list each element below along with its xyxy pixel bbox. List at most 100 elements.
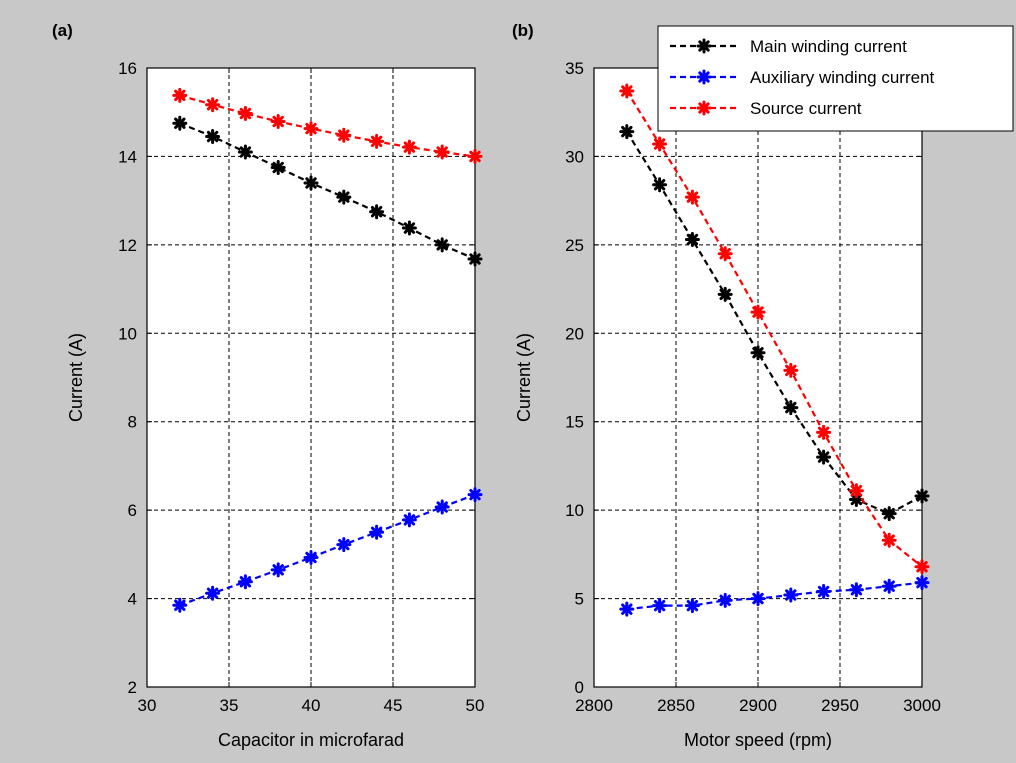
data-point — [205, 129, 221, 145]
data-point — [652, 177, 668, 193]
data-point — [717, 286, 733, 302]
y-tick-label: 14 — [118, 147, 137, 166]
data-point — [467, 148, 483, 164]
y-tick-label: 16 — [118, 59, 137, 78]
data-point — [619, 601, 635, 617]
x-tick-label: 2900 — [739, 696, 777, 715]
data-point — [401, 220, 417, 236]
data-point — [172, 87, 188, 103]
series-line-2 — [625, 90, 923, 568]
x-axis-title: Capacitor in microfarad — [218, 730, 404, 750]
legend-marker — [696, 38, 712, 54]
data-point — [914, 559, 930, 575]
y-tick-label: 10 — [565, 501, 584, 520]
data-point — [270, 562, 286, 578]
data-point — [369, 524, 385, 540]
x-tick-label: 40 — [302, 696, 321, 715]
y-tick-label: 2 — [128, 678, 137, 697]
data-point — [881, 506, 897, 522]
y-tick-label: 15 — [565, 413, 584, 432]
series-line-0 — [179, 122, 476, 261]
data-point — [303, 175, 319, 191]
x-tick-label: 30 — [138, 696, 157, 715]
data-point — [750, 591, 766, 607]
data-point — [336, 537, 352, 553]
chart-panel-a: 30 35 40 45 50 2 4 6 8 10 12 14 16 Capacitor in micro… — [52, 21, 484, 750]
panel-label: (b) — [512, 21, 534, 40]
data-point — [684, 598, 700, 614]
data-point — [336, 127, 352, 143]
data-point — [467, 487, 483, 503]
data-point — [914, 575, 930, 591]
x-tick-label: 2850 — [657, 696, 695, 715]
y-tick-label: 12 — [118, 236, 137, 255]
legend-box — [657, 25, 1014, 132]
data-point — [205, 97, 221, 113]
data-point — [652, 598, 668, 614]
data-point — [401, 139, 417, 155]
data-point — [816, 449, 832, 465]
x-tick-label: 35 — [220, 696, 239, 715]
legend-marker — [696, 69, 712, 85]
data-point — [237, 574, 253, 590]
data-point — [816, 424, 832, 440]
data-point — [401, 512, 417, 528]
data-point — [652, 136, 668, 152]
data-point — [369, 204, 385, 220]
data-point — [816, 583, 832, 599]
y-axis-title: Current (A) — [514, 333, 534, 422]
x-axis-title: Motor speed (rpm) — [684, 730, 832, 750]
series-line-1 — [179, 493, 476, 607]
x-tick-label: 45 — [384, 696, 403, 715]
y-axis-title: Current (A) — [66, 333, 86, 422]
data-point — [881, 578, 897, 594]
data-point — [783, 362, 799, 378]
data-point — [848, 582, 864, 598]
data-point — [783, 587, 799, 603]
x-tick-label: 2800 — [575, 696, 613, 715]
y-tick-label: 8 — [128, 413, 137, 432]
data-point — [172, 115, 188, 131]
data-point — [914, 488, 930, 504]
series-line-0 — [625, 131, 923, 515]
legend-label: Source current — [750, 99, 862, 118]
y-tick-label: 25 — [565, 236, 584, 255]
x-tick-label: 50 — [466, 696, 485, 715]
data-point — [205, 585, 221, 601]
legend-marker — [696, 100, 712, 116]
data-point — [619, 124, 635, 140]
chart-panel-b: 2800 2850 2900 2950 3000 0 5 10 15 20 25 30 35 Motor … — [512, 21, 1014, 750]
data-point — [434, 499, 450, 515]
y-tick-label: 20 — [565, 324, 584, 343]
data-point — [783, 400, 799, 416]
legend-label: Auxiliary winding current — [750, 68, 935, 87]
data-point — [270, 113, 286, 129]
y-tick-label: 0 — [575, 678, 584, 697]
data-point — [619, 83, 635, 99]
data-point — [172, 597, 188, 613]
data-point — [270, 159, 286, 175]
data-point — [750, 345, 766, 361]
panel-label: (a) — [52, 21, 73, 40]
legend-label: Main winding current — [750, 37, 907, 56]
y-tick-label: 30 — [565, 147, 584, 166]
data-point — [303, 121, 319, 137]
data-point — [237, 106, 253, 122]
data-point — [717, 246, 733, 262]
y-tick-label: 5 — [575, 590, 584, 609]
data-point — [717, 592, 733, 608]
data-point — [434, 237, 450, 253]
data-point — [303, 549, 319, 565]
series-line-2 — [179, 94, 476, 158]
data-point — [684, 232, 700, 248]
y-tick-label: 4 — [128, 590, 137, 609]
data-point — [336, 189, 352, 205]
data-point — [848, 483, 864, 499]
data-point — [369, 133, 385, 149]
y-tick-label: 10 — [118, 324, 137, 343]
x-tick-label: 2950 — [821, 696, 859, 715]
data-point — [467, 251, 483, 267]
data-point — [434, 144, 450, 160]
